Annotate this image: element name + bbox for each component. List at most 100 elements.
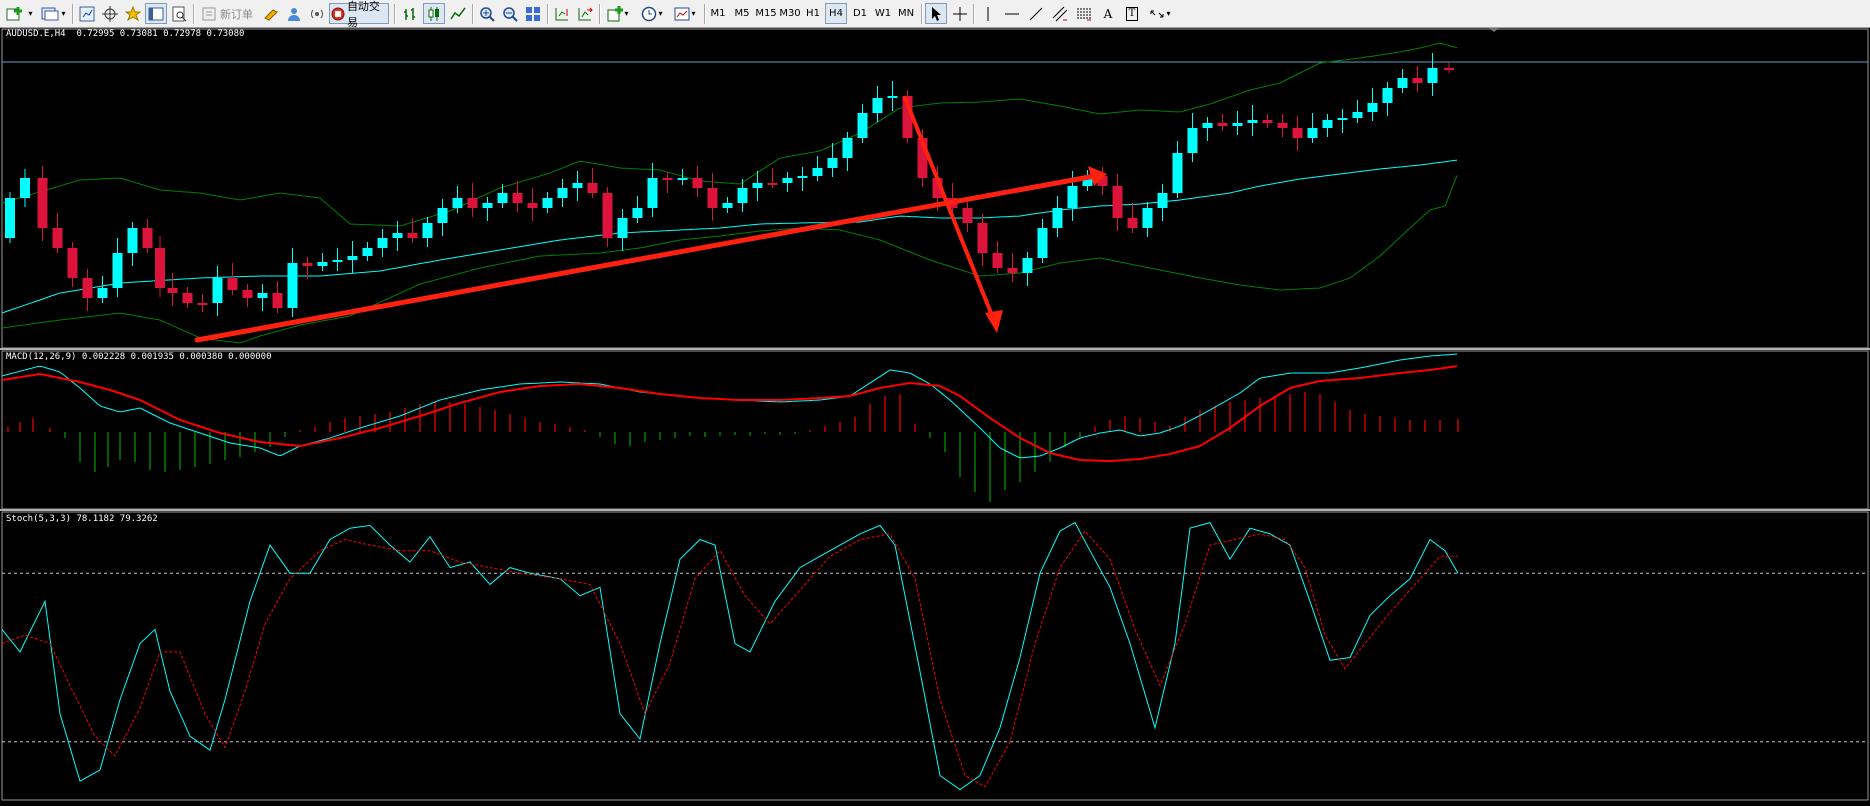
templates-button[interactable]: ▾ (670, 3, 700, 24)
signals-button[interactable] (306, 3, 328, 24)
trend-arrow-up-head (1088, 166, 1107, 186)
candle-body (127, 228, 138, 253)
fibonacci-button[interactable] (1073, 3, 1095, 24)
tf-m30[interactable]: M30 (779, 8, 801, 19)
candle-body (1202, 123, 1213, 128)
candle-body (1067, 186, 1078, 208)
candle-body (182, 293, 193, 303)
main-chart-label: AUDUSD.E,H4 0.72995 0.73081 0.72978 0.73… (6, 29, 245, 39)
candle-body (362, 248, 373, 256)
text-tool-button[interactable]: A (1103, 6, 1113, 21)
candle-body (602, 193, 613, 238)
main-toolbar: ▾ ▾ 新订单 自动交易 (0, 0, 1870, 29)
trendline-button[interactable] (1025, 3, 1047, 24)
magnifier-plus-icon (480, 6, 495, 22)
candle-body (422, 223, 433, 238)
auto-scroll-button[interactable] (574, 3, 596, 24)
tf-m15[interactable]: M15 (755, 8, 777, 19)
candle-body (452, 198, 463, 208)
tf-h1[interactable]: H1 (806, 8, 820, 19)
candle-body (1217, 123, 1228, 126)
candle-body (5, 198, 15, 238)
market-watch-button[interactable] (76, 3, 98, 24)
bar-chart-button[interactable] (399, 3, 421, 24)
candle-body (347, 256, 358, 260)
candle-body (1052, 208, 1063, 228)
auto-trading-icon (331, 7, 345, 20)
stoch-label: Stoch(5,3,3) 78.1182 79.3262 (6, 514, 158, 524)
candle-body (527, 203, 538, 208)
options-button[interactable] (283, 3, 305, 24)
trend-arrow-up-line (194, 173, 1098, 343)
zoom-out-button[interactable] (499, 3, 521, 24)
tile-windows-button[interactable] (522, 3, 544, 24)
auto-trading-label: 自动交易 (346, 0, 380, 29)
candle-body (1382, 88, 1393, 103)
tf-m1[interactable]: M1 (710, 8, 726, 19)
navigator-button[interactable] (122, 3, 144, 24)
chart-window[interactable]: AUDUSD.E,H4 0.72995 0.73081 0.72978 0.73… (0, 28, 1870, 802)
candle-body (1142, 208, 1153, 228)
zoom-in-button[interactable] (476, 3, 498, 24)
candle-body (827, 158, 838, 168)
text-label-button[interactable]: T (1121, 3, 1143, 24)
vertical-line-button[interactable] (977, 3, 999, 24)
indicators-button[interactable]: ▾ (603, 3, 633, 24)
candle-body (497, 193, 508, 203)
chart-shift-button[interactable] (551, 3, 573, 24)
crosshair-data-icon (102, 5, 118, 22)
candlestick-chart-button[interactable] (423, 3, 445, 24)
candle-body (20, 178, 30, 198)
candle-body (1187, 128, 1198, 153)
tf-d1[interactable]: D1 (852, 8, 868, 19)
periods-button[interactable]: ▾ (637, 3, 667, 24)
tf-mn[interactable]: MN (897, 8, 915, 19)
candle-body (1397, 78, 1408, 88)
candle-body (37, 178, 48, 228)
candle-body (302, 263, 313, 266)
candle-body (257, 293, 268, 298)
navigator-icon (125, 5, 141, 21)
candle-body (227, 278, 238, 290)
cursor-button[interactable] (925, 3, 947, 24)
tf-m5[interactable]: M5 (734, 8, 750, 19)
arrow-shapes-icon (1150, 10, 1164, 17)
equidistant-channel-button[interactable] (1049, 3, 1071, 24)
candle-body (377, 238, 388, 248)
magnifier-minus-icon (503, 6, 518, 22)
candle-body (752, 183, 763, 188)
arrows-button[interactable]: ▾ (1145, 3, 1175, 24)
crosshair-button[interactable] (949, 3, 971, 24)
candle-body (1157, 193, 1168, 208)
macd-signal-line (1, 365, 1458, 463)
candle-body (1127, 218, 1138, 228)
candle-body (287, 263, 298, 308)
terminal-button[interactable] (145, 3, 167, 24)
tf-h4[interactable]: H4 (825, 3, 847, 24)
new-chart-button[interactable]: ▾ (4, 3, 34, 24)
candle-body (872, 98, 883, 113)
cursor-arrow-icon (932, 6, 941, 21)
profiles-button[interactable]: ▾ (38, 3, 68, 24)
bollinger-upper-band (1, 42, 1458, 227)
candle-body (467, 198, 478, 208)
metaeditor-button[interactable] (260, 3, 282, 24)
line-chart-button[interactable] (447, 3, 469, 24)
candle-body (1232, 123, 1243, 126)
text-label-icon: T (1125, 6, 1139, 21)
candle-body (797, 176, 808, 178)
strategy-tester-button[interactable] (168, 3, 190, 24)
new-order-button[interactable]: 新订单 (197, 3, 257, 24)
candle-body (722, 203, 733, 208)
chart-canvas[interactable] (0, 28, 1870, 802)
line-chart-icon (450, 7, 466, 19)
person-icon (288, 7, 300, 21)
horizontal-line-button[interactable] (1001, 3, 1023, 24)
candle-body (887, 96, 898, 98)
tf-w1[interactable]: W1 (874, 8, 892, 19)
auto-trading-button[interactable]: 自动交易 (329, 0, 389, 29)
data-window-button[interactable] (99, 3, 121, 24)
stoch-panel-frame (1, 511, 1869, 801)
candle-body (917, 138, 928, 178)
candle-body (155, 248, 165, 288)
